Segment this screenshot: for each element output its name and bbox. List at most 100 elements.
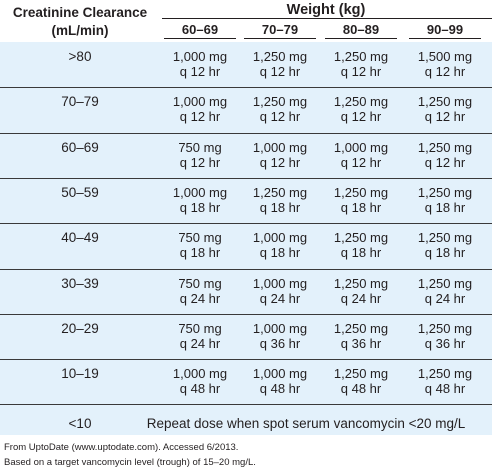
dose-interval: q 18 hr: [259, 199, 301, 215]
dose-interval: q 24 hr: [424, 290, 466, 306]
weight-header: Weight (kg): [286, 2, 366, 18]
dose-interval: q 12 hr: [259, 154, 301, 170]
dose-interval: q 12 hr: [340, 109, 382, 125]
dose-amount: 1,000 mg: [252, 366, 308, 382]
dose-interval: q 12 hr: [259, 109, 301, 125]
dose-interval: q 24 hr: [340, 290, 382, 306]
weight-column-rule: [409, 38, 481, 39]
dose-interval: q 24 hr: [179, 335, 221, 351]
dose-cell: 750 mg q 24 hr: [159, 321, 242, 351]
dose-cell: 1,000 mg q 18 hr: [159, 185, 242, 215]
table-row: 60–69 750 mg q 12 hr 1,000 mg q 12 hr 1,000 m…: [0, 133, 492, 178]
dose-amount: 1,250 mg: [417, 94, 473, 110]
dose-cell: 1,000 mg q 12 hr: [239, 140, 322, 170]
dose-amount: 750 mg: [178, 139, 222, 155]
dose-amount: 1,250 mg: [417, 139, 473, 155]
clearance-value: 50–59: [61, 184, 99, 200]
dose-interval: q 48 hr: [340, 381, 382, 397]
dose-amount: 750 mg: [178, 230, 222, 246]
dose-amount: 1,000 mg: [172, 49, 228, 64]
dose-amount: 1,000 mg: [172, 184, 228, 200]
table-row: 40–49 750 mg q 18 hr 1,000 mg q 18 hr 1,250 m…: [0, 223, 492, 268]
dose-amount: 1,000 mg: [252, 275, 308, 291]
dose-amount: 1,250 mg: [417, 366, 473, 382]
dose-cell: 1,000 mg q 48 hr: [159, 366, 242, 396]
source-note: From UptoDate (www.uptodate.com). Access…: [4, 442, 239, 453]
row-divider: [0, 404, 492, 406]
dose-interval: q 12 hr: [424, 109, 466, 125]
dose-cell: 750 mg q 24 hr: [159, 276, 242, 306]
clearance-header-line2: (mL/min): [51, 23, 109, 38]
row-below-10: <10 Repeat dose when spot serum vancomyc…: [0, 416, 492, 436]
clearance-value: 70–79: [61, 94, 99, 110]
row-divider: [0, 313, 492, 315]
weight-column-header: 90–99: [426, 22, 464, 37]
clearance-value: 40–49: [61, 230, 99, 246]
dose-amount: 1,250 mg: [252, 49, 308, 64]
dose-cell: 1,250 mg q 18 hr: [404, 185, 487, 215]
dose-interval: q 36 hr: [340, 335, 382, 351]
dose-interval: q 12 hr: [424, 154, 466, 170]
dose-cell: 1,000 mg q 18 hr: [239, 230, 322, 260]
dose-cell: 1,250 mg q 18 hr: [320, 230, 403, 260]
dose-interval: q 12 hr: [340, 64, 382, 79]
weight-column-header: 70–79: [261, 22, 299, 37]
clearance-value: 20–29: [61, 320, 99, 336]
dose-interval: q 18 hr: [340, 245, 382, 261]
dose-interval: q 24 hr: [259, 290, 301, 306]
dose-amount: 1,250 mg: [333, 366, 389, 382]
dose-cell: 1,250 mg q 12 hr: [404, 140, 487, 170]
row-divider: [0, 223, 492, 225]
clearance-value: 10–19: [61, 366, 99, 382]
weight-column-header: 80–89: [342, 22, 380, 37]
dose-amount: 1,250 mg: [252, 184, 308, 200]
weight-column-header: 60–69: [181, 22, 219, 37]
weight-column-rule: [244, 38, 316, 39]
table-row: 70–79 1,000 mg q 12 hr 1,250 mg q 12 hr 1,250…: [0, 87, 492, 132]
dose-interval: q 12 hr: [179, 109, 221, 125]
clearance-value: 60–69: [61, 139, 99, 155]
dose-cell: 1,000 mg q 12 hr: [159, 94, 242, 124]
row-divider: [0, 177, 492, 179]
dose-cell: 1,250 mg q 12 hr: [320, 94, 403, 124]
weight-header-rule: [162, 18, 492, 19]
table-header: Creatinine Clearance (mL/min) Weight (kg…: [0, 0, 492, 42]
table-row: 30–39 750 mg q 24 hr 1,000 mg q 24 hr 1,250 m…: [0, 269, 492, 314]
dose-cell: 750 mg q 12 hr: [159, 140, 242, 170]
basis-note: Based on a target vancomycin level (trou…: [4, 457, 256, 468]
repeat-dose-note: Repeat dose when spot serum vancomycin <…: [146, 416, 466, 432]
dose-cell: 1,250 mg q 24 hr: [404, 276, 487, 306]
row-divider: [0, 359, 492, 361]
dose-cell: 1,250 mg q 18 hr: [239, 185, 322, 215]
dose-interval: q 36 hr: [259, 335, 301, 351]
dose-amount: 1,250 mg: [333, 49, 389, 64]
dose-amount: 1,250 mg: [333, 320, 389, 336]
dose-amount: 1,000 mg: [252, 139, 308, 155]
dose-amount: 1,500 mg: [417, 49, 473, 64]
dose-interval: q 12 hr: [259, 64, 301, 79]
clearance-value: 30–39: [61, 275, 99, 291]
clearance-value: >80: [68, 49, 92, 64]
dose-interval: q 36 hr: [424, 335, 466, 351]
dose-amount: 1,250 mg: [333, 94, 389, 110]
dose-amount: 1,000 mg: [172, 94, 228, 110]
dose-cell: 1,250 mg q 24 hr: [320, 276, 403, 306]
dose-interval: q 48 hr: [179, 381, 221, 397]
dose-amount: 1,250 mg: [417, 230, 473, 246]
dose-cell: 1,250 mg q 36 hr: [404, 321, 487, 351]
dose-interval: q 18 hr: [340, 199, 382, 215]
dose-amount: 1,000 mg: [252, 320, 308, 336]
dose-amount: 1,250 mg: [252, 94, 308, 110]
dose-cell: 1,250 mg q 48 hr: [320, 366, 403, 396]
weight-column-rule: [325, 38, 397, 39]
dose-cell: 1,000 mg q 12 hr: [159, 49, 242, 79]
dose-interval: q 18 hr: [259, 245, 301, 261]
dose-interval: q 12 hr: [179, 64, 221, 79]
dose-interval: q 48 hr: [259, 381, 301, 397]
dose-cell: 1,250 mg q 18 hr: [320, 185, 403, 215]
dose-cell: 1,250 mg q 12 hr: [239, 94, 322, 124]
dose-cell: 750 mg q 18 hr: [159, 230, 242, 260]
dose-amount: 1,250 mg: [333, 275, 389, 291]
dose-interval: q 18 hr: [424, 199, 466, 215]
row-divider: [0, 268, 492, 270]
